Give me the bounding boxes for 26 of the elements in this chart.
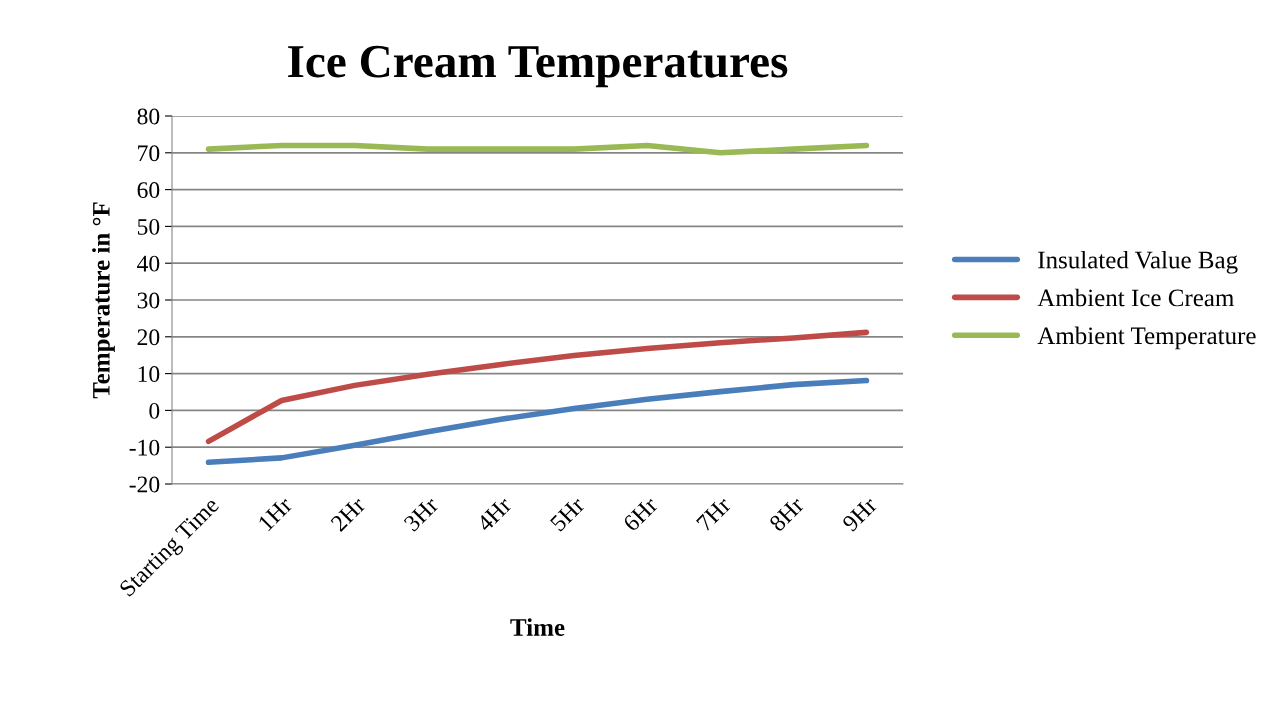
legend-label: Insulated Value Bag <box>1038 250 1238 274</box>
y-tick-label: 40 <box>137 255 160 272</box>
x-tick-label: 4Hr <box>475 495 513 533</box>
x-tick-label: 8Hr <box>768 495 805 533</box>
y-axis-title: Temperature in °F <box>92 202 115 399</box>
chart-title: Ice Cream Temperatures <box>288 45 788 88</box>
y-tick-label: 60 <box>137 182 160 199</box>
x-tick-label: 1Hr <box>257 495 294 532</box>
y-tick-label: 20 <box>137 329 160 346</box>
x-tick-label: 2Hr <box>330 495 367 532</box>
x-tick-label: 7Hr <box>696 495 732 532</box>
y-tick-label: -20 <box>129 476 160 493</box>
x-tick-label: 9Hr <box>841 495 879 533</box>
x-axis-title: Time <box>510 618 565 636</box>
y-tick-label: 80 <box>137 108 160 125</box>
y-tick-label: 30 <box>137 292 160 309</box>
y-tick-label: 0 <box>149 402 160 419</box>
legend-label: Ambient Ice Cream <box>1037 288 1234 307</box>
legend-label: Ambient Temperature <box>1037 326 1256 350</box>
x-tick-label: 6Hr <box>622 495 659 533</box>
y-tick-label: 10 <box>138 366 160 383</box>
x-tick-label: 3Hr <box>403 495 440 533</box>
y-tick-label: 50 <box>137 218 160 235</box>
x-tick-label: 5Hr <box>549 495 586 532</box>
y-tick-label: -10 <box>129 439 160 456</box>
y-tick-label: 70 <box>138 145 160 162</box>
